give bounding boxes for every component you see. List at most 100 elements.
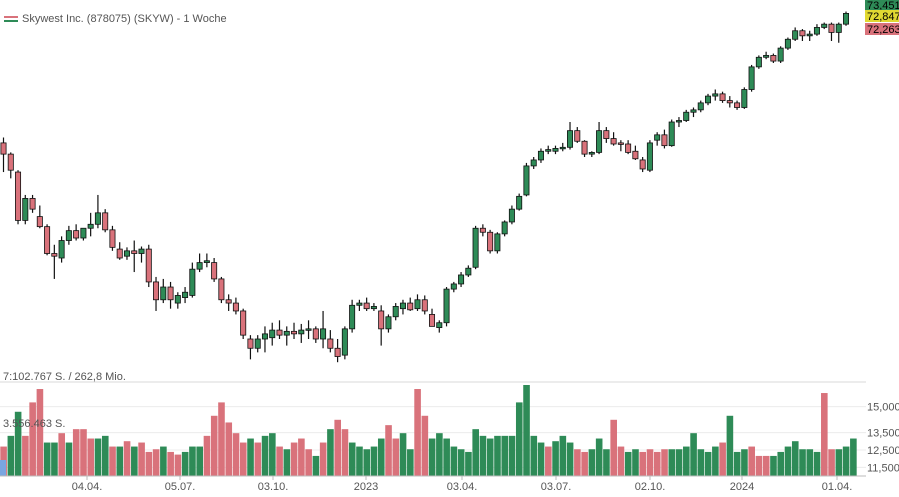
volume-bar-up — [101, 435, 109, 476]
volume-bar-up — [791, 441, 799, 476]
volume-bar-up — [675, 449, 683, 476]
candle-up — [392, 306, 399, 318]
volume-bar-up — [356, 446, 363, 476]
volume-tick-label: 15,000 — [867, 402, 899, 414]
candle-up — [305, 328, 312, 331]
volume-bar-down — [821, 393, 828, 476]
volume-bar-up — [508, 435, 516, 476]
volume-tick-label: 11,500 — [867, 462, 899, 474]
candle-up — [494, 233, 501, 252]
volume-bar-up — [94, 438, 102, 476]
candle-down — [639, 159, 646, 170]
candle-up — [320, 328, 327, 340]
candle-down — [632, 150, 639, 160]
volume-bar-down — [58, 433, 66, 476]
candle-down — [73, 230, 80, 239]
x-tick-label: 05.07. — [165, 481, 196, 493]
volume-bar-up — [196, 446, 204, 476]
candle-up — [203, 260, 210, 263]
candle-up — [196, 262, 203, 270]
volume-bar-down — [232, 433, 240, 476]
x-tick-label: 03.04. — [447, 481, 478, 493]
volume-bar-up — [632, 449, 639, 476]
volume-bar-up — [494, 435, 501, 476]
volume-bar-down — [319, 442, 327, 476]
volume-bar-up — [348, 442, 356, 476]
candle-down — [211, 262, 218, 280]
volume-bar-down — [152, 449, 160, 476]
candle-up — [748, 66, 755, 90]
candle-up — [123, 250, 130, 257]
candle-up — [254, 338, 261, 349]
x-tick-label: 03.07. — [541, 481, 572, 493]
candle-down — [625, 143, 632, 153]
volume-bar-up — [697, 449, 705, 476]
volume-bar-up — [624, 451, 632, 476]
price-tag — [865, 23, 899, 35]
candle-down — [719, 93, 726, 101]
volume-bar-up — [523, 385, 530, 476]
volume-level-label: 3.556.463 S. — [3, 418, 65, 430]
candle-up — [341, 328, 348, 356]
volume-bar-up — [43, 442, 51, 476]
volume-bar-up — [559, 435, 567, 476]
volume-bar-up — [552, 441, 559, 476]
volume-bar-down — [22, 435, 29, 476]
candle-down — [421, 299, 428, 312]
candle-up — [567, 130, 574, 148]
volume-bar-up — [131, 446, 138, 476]
candle-up — [269, 329, 276, 339]
candle-up — [501, 221, 508, 235]
volume-summary-label: 7:102.767 S. / 262,8 Mio. — [3, 371, 126, 383]
volume-bar-up — [537, 442, 545, 476]
volume-bar-down — [109, 446, 116, 476]
candle-up — [784, 38, 791, 49]
x-tick-label: 03.10. — [258, 481, 289, 493]
volume-bar-up — [588, 449, 596, 476]
volume-bar-up — [842, 446, 850, 476]
volume-bar-up — [363, 449, 371, 476]
legend: Skywest Inc. (878075) (SKYW) - 1 Woche — [4, 13, 227, 25]
volume-bar-down — [218, 402, 225, 476]
volume-bar-up — [436, 433, 443, 476]
candle-down — [247, 338, 254, 349]
volume-bar-up — [690, 433, 697, 476]
candle-down — [44, 226, 51, 254]
legend-backdrop — [0, 0, 380, 30]
volume-bar-up — [726, 415, 734, 476]
candle-up — [458, 274, 465, 285]
volume-bar-up — [407, 449, 414, 476]
candle-down — [116, 248, 123, 259]
legend-swatch-up — [4, 20, 18, 22]
volume-bar-up — [465, 451, 472, 476]
volume-bar-up — [712, 446, 719, 476]
volume-bar-up — [189, 446, 196, 476]
candle-up — [683, 111, 690, 121]
candle-up — [530, 159, 537, 167]
volume-bar-up — [530, 435, 538, 476]
candle-up — [516, 195, 523, 210]
candle-up — [843, 12, 850, 25]
volume-bar-up — [777, 451, 785, 476]
candle-up — [87, 223, 94, 229]
candle-down — [36, 216, 43, 228]
candle-down — [429, 314, 436, 327]
candle-down — [603, 130, 610, 139]
volume-bar-up — [603, 449, 610, 476]
candle-up — [690, 109, 697, 113]
candle-up — [436, 322, 443, 329]
candle-up — [545, 149, 552, 152]
candle-down — [327, 338, 334, 349]
volume-bar-up — [181, 451, 189, 476]
volume-bar-up — [312, 455, 320, 476]
volume-bar-down — [581, 451, 588, 476]
volume-bar-down — [239, 442, 247, 476]
candle-up — [414, 299, 421, 310]
volume-bar-up — [835, 449, 843, 476]
candle-down — [610, 138, 617, 145]
volume-bar-down — [145, 451, 153, 476]
volume-bar-down — [138, 442, 145, 476]
candle-down — [407, 302, 414, 311]
volume-bar-up — [450, 446, 458, 476]
candle-down — [581, 140, 588, 155]
